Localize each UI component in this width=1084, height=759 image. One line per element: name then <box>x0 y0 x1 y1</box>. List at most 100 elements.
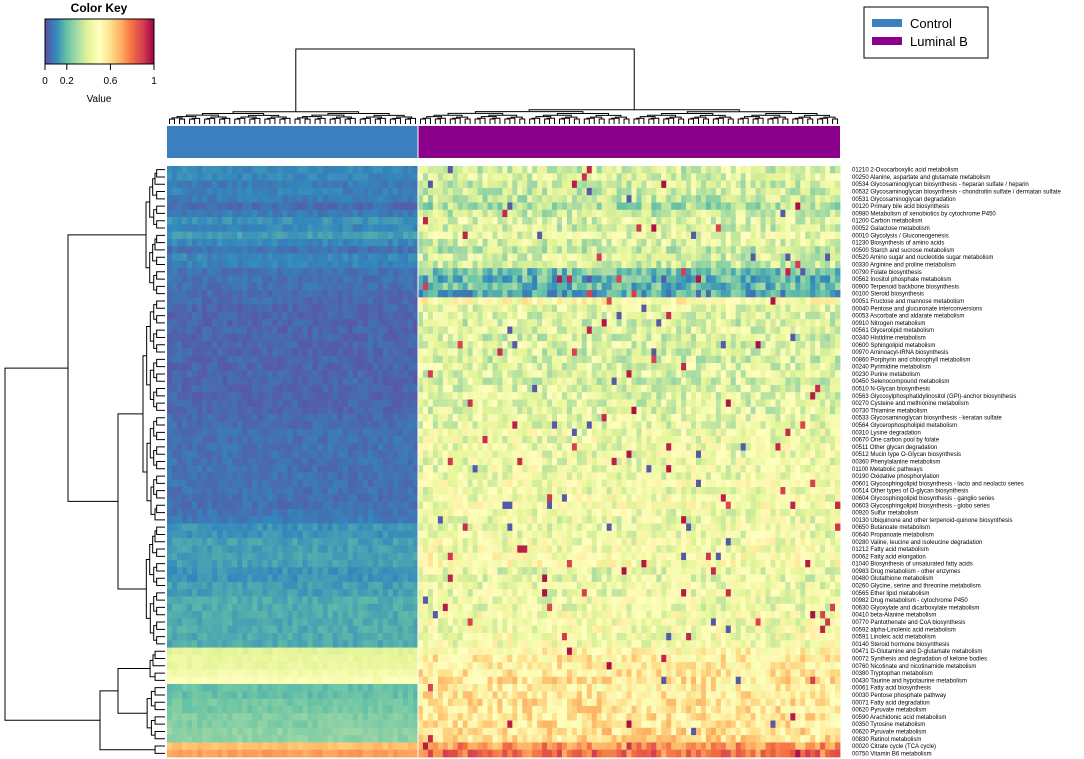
heatmap-cell <box>825 209 831 218</box>
heatmap-cell <box>522 268 528 276</box>
heatmap-cell <box>740 260 747 269</box>
heatmap-cell <box>666 195 672 203</box>
heatmap-cell <box>720 297 727 306</box>
heatmap-cell <box>327 297 334 306</box>
heatmap-cell <box>735 260 742 269</box>
heatmap-cell <box>621 363 627 371</box>
heatmap-cell <box>730 209 737 218</box>
heatmap-cell <box>418 246 424 254</box>
heatmap-cell <box>611 180 617 189</box>
column-dendrogram-branch <box>648 118 655 124</box>
heatmap-cell <box>452 363 459 371</box>
heatmap-cell <box>522 202 528 211</box>
heatmap-cell <box>197 384 203 393</box>
heatmap-cell <box>467 282 474 291</box>
heatmap-cell <box>312 319 318 327</box>
heatmap-cell <box>586 348 593 357</box>
heatmap-cell <box>187 224 193 233</box>
heatmap-cell <box>696 275 702 284</box>
heatmap-cell <box>601 304 608 313</box>
heatmap-cell <box>482 260 488 269</box>
heatmap-cell <box>507 414 513 422</box>
heatmap-cell <box>212 231 218 240</box>
heatmap-cell <box>397 414 404 422</box>
heatmap-cell <box>267 260 273 269</box>
heatmap-cell <box>262 238 268 247</box>
heatmap-cell <box>372 341 379 349</box>
heatmap-cell <box>177 166 183 174</box>
heatmap-cell <box>780 290 786 298</box>
heatmap-cell <box>292 246 298 254</box>
heatmap-cell <box>552 224 558 233</box>
heatmap-cell <box>447 238 454 247</box>
heatmap-cell <box>312 187 318 196</box>
heatmap-cell <box>537 333 543 342</box>
heatmap-cell <box>790 392 796 400</box>
row-dendrogram-branch <box>146 326 151 386</box>
heatmap-cell <box>232 180 238 189</box>
heatmap-cell <box>686 209 692 218</box>
heatmap-cell <box>282 384 288 393</box>
heatmap-cell <box>696 290 702 298</box>
heatmap-cell <box>676 187 682 196</box>
heatmap-cell <box>202 238 208 247</box>
heatmap-cell <box>257 341 263 349</box>
heatmap-cell <box>557 217 563 225</box>
heatmap-cell <box>172 224 178 233</box>
heatmap-cell <box>686 355 692 364</box>
heatmap-cell <box>447 180 454 189</box>
heatmap-cell <box>591 166 598 174</box>
heatmap-cell <box>835 304 841 313</box>
heatmap-cell <box>745 341 752 349</box>
heatmap-cell <box>527 370 533 378</box>
heatmap-cell <box>591 290 598 298</box>
heatmap-cell <box>182 304 188 313</box>
heatmap-cell <box>257 319 263 327</box>
heatmap-cell <box>557 384 563 393</box>
heatmap-cell <box>636 224 642 233</box>
heatmap-cell <box>601 377 608 386</box>
heatmap-cell <box>327 406 334 415</box>
heatmap-cell <box>482 319 488 327</box>
column-dendrogram-branch <box>449 118 456 124</box>
heatmap-cell <box>437 406 444 415</box>
row-dendrogram-branch <box>156 475 165 484</box>
heatmap-cell <box>641 180 647 189</box>
heatmap-cell <box>725 166 732 174</box>
heatmap-cell <box>537 282 543 291</box>
heatmap-cell <box>576 319 583 327</box>
heatmap-cell <box>397 319 404 327</box>
heatmap-cell <box>616 319 622 327</box>
heatmap-cell <box>542 195 548 203</box>
heatmap-cell <box>182 231 188 240</box>
heatmap-cell <box>442 209 449 218</box>
heatmap-cell <box>472 392 478 400</box>
heatmap-cell <box>686 217 692 225</box>
heatmap-cell <box>337 238 344 247</box>
heatmap-cell <box>561 202 568 211</box>
heatmap-cell <box>302 275 308 284</box>
heatmap-cell <box>522 348 528 357</box>
heatmap-cell <box>557 297 563 306</box>
heatmap-cell <box>392 260 399 269</box>
heatmap-cell <box>542 253 548 262</box>
heatmap-cell <box>710 231 717 240</box>
column-dendrogram-branch <box>396 116 413 119</box>
heatmap-cell <box>715 260 722 269</box>
heatmap-cell <box>237 377 243 386</box>
heatmap-cell <box>671 180 677 189</box>
heatmap-cell <box>725 392 732 400</box>
heatmap-cell <box>805 166 811 174</box>
heatmap-cell <box>601 246 608 254</box>
heatmap-cell <box>745 392 752 400</box>
heatmap-cell <box>267 173 273 181</box>
heatmap-cell <box>357 268 364 276</box>
heatmap-cell <box>785 384 791 393</box>
heatmap-cell <box>237 290 243 298</box>
heatmap-cell <box>596 290 603 298</box>
heatmap-cell <box>272 370 278 378</box>
heatmap-cell <box>661 355 667 364</box>
heatmap-cell <box>715 282 722 291</box>
heatmap-cell <box>581 355 588 364</box>
heatmap-cell <box>522 392 528 400</box>
